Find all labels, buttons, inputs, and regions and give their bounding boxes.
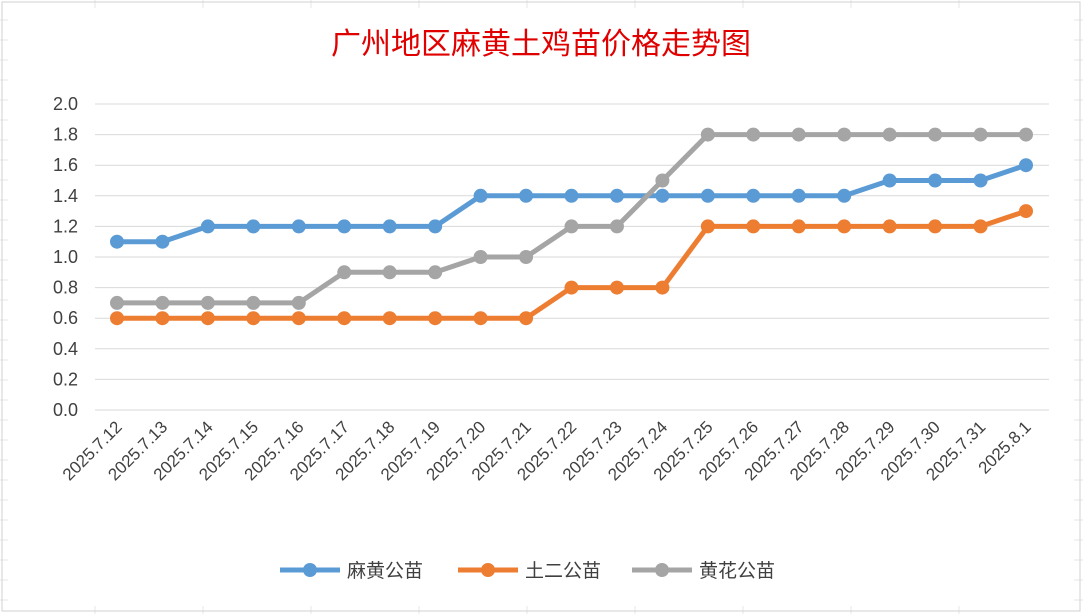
y-tick-label: 0.4 (53, 339, 78, 359)
legend-marker (655, 563, 669, 577)
data-point (428, 265, 443, 280)
legend-marker (303, 563, 317, 577)
data-point (700, 219, 715, 234)
data-point (746, 188, 761, 203)
data-point (928, 127, 943, 142)
series-group (110, 127, 1033, 326)
data-point (882, 127, 897, 142)
data-point (110, 234, 124, 249)
data-point (700, 188, 715, 203)
data-point (564, 280, 579, 295)
data-point (655, 173, 670, 188)
data-point (746, 127, 761, 142)
data-point (1019, 158, 1033, 173)
data-point (473, 188, 488, 203)
data-point (791, 219, 806, 234)
legend-item: 黄花公苗 (632, 560, 775, 582)
data-point (700, 127, 715, 142)
data-point (973, 219, 988, 234)
data-point (655, 280, 670, 295)
data-point (882, 219, 897, 234)
data-point (1019, 204, 1033, 219)
data-point (382, 265, 397, 280)
data-point (564, 188, 579, 203)
data-point (382, 219, 397, 234)
data-point (428, 311, 443, 326)
data-point (291, 295, 306, 310)
data-point (200, 311, 215, 326)
y-tick-label: 0.2 (53, 369, 78, 389)
data-point (337, 219, 352, 234)
data-point (291, 219, 306, 234)
data-point (609, 188, 624, 203)
data-point (337, 311, 352, 326)
data-point (428, 219, 443, 234)
data-point (337, 265, 352, 280)
data-point (246, 311, 261, 326)
y-tick-label: 1.2 (53, 216, 78, 236)
y-tick-label: 1.0 (53, 247, 78, 267)
data-point (609, 280, 624, 295)
data-point (973, 173, 988, 188)
data-point (110, 311, 124, 326)
data-point (200, 295, 215, 310)
data-point (291, 311, 306, 326)
chart-title: 广州地区麻黄土鸡苗价格走势图 (331, 27, 751, 62)
legend-item: 土二公苗 (458, 560, 601, 582)
data-point (110, 295, 124, 310)
legend-label: 麻黄公苗 (347, 560, 423, 582)
y-tick-label: 1.4 (53, 186, 78, 206)
y-tick-label: 1.6 (53, 155, 78, 175)
data-point (473, 311, 488, 326)
legend-item: 麻黄公苗 (280, 560, 423, 582)
x-axis-tick-labels: 2025.7.122025.7.132025.7.142025.7.152025… (59, 417, 1035, 484)
y-axis-tick-labels: 0.0 0.2 0.4 0.6 0.8 1.0 1.2 1.4 1.6 1.8 2.0 (53, 94, 78, 420)
legend-marker (481, 563, 495, 577)
y-tick-label: 0.8 (53, 278, 78, 298)
series-3 (110, 127, 1033, 310)
legend-label: 黄花公苗 (699, 560, 775, 582)
legend: 麻黄公苗 土二公苗 黄花公苗 (280, 560, 775, 582)
y-tick-label: 0.6 (53, 308, 78, 328)
data-point (382, 311, 397, 326)
data-point (746, 219, 761, 234)
data-point (564, 219, 579, 234)
data-point (928, 219, 943, 234)
data-point (655, 188, 670, 203)
data-point (155, 295, 170, 310)
data-point (155, 234, 170, 249)
series-2 (110, 204, 1033, 326)
data-point (246, 219, 261, 234)
data-point (837, 219, 852, 234)
data-point (519, 311, 534, 326)
y-tick-label: 1.8 (53, 125, 78, 145)
data-point (928, 173, 943, 188)
series-1 (110, 158, 1033, 249)
data-point (1019, 127, 1033, 142)
data-point (519, 250, 534, 264)
y-tick-label: 0.0 (53, 400, 78, 420)
data-point (519, 188, 534, 203)
data-point (473, 250, 488, 264)
legend-label: 土二公苗 (525, 560, 601, 582)
data-point (791, 127, 806, 142)
data-point (837, 188, 852, 203)
data-point (155, 311, 170, 326)
data-point (973, 127, 988, 142)
data-point (200, 219, 215, 234)
data-point (882, 173, 897, 188)
data-point (791, 188, 806, 203)
data-point (609, 219, 624, 234)
data-point (246, 295, 261, 310)
data-point (837, 127, 852, 142)
y-tick-label: 2.0 (53, 94, 78, 114)
